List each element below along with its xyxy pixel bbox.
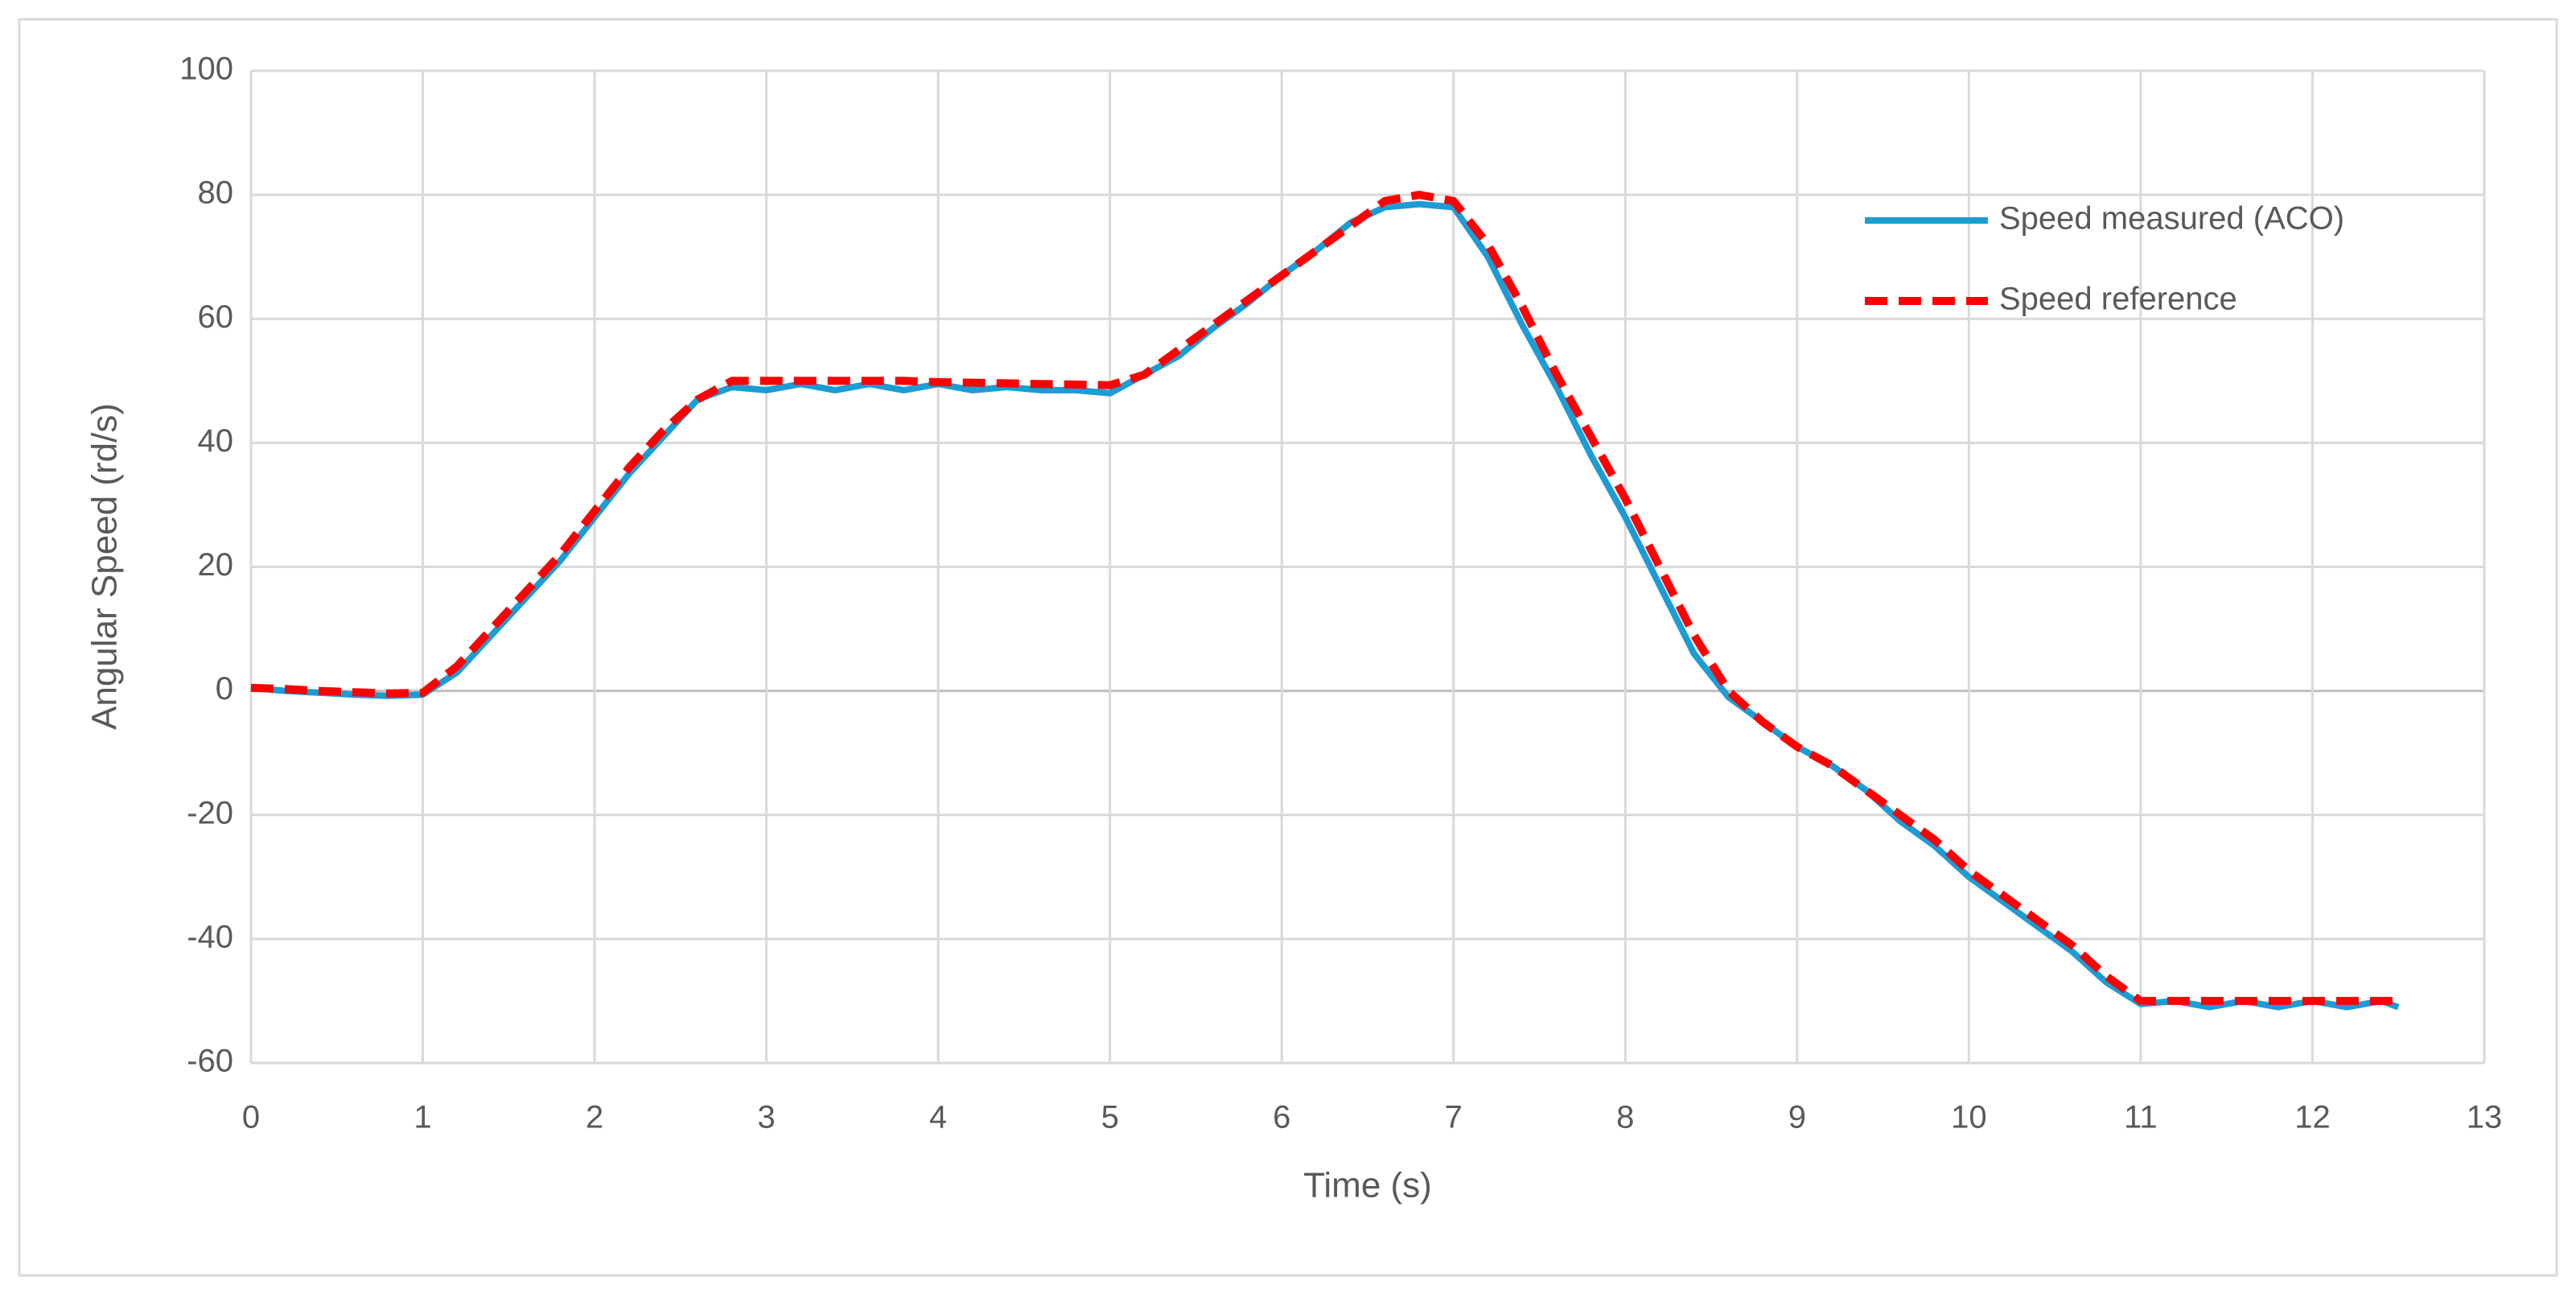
y-tick-label: 0 xyxy=(216,671,233,707)
x-tick-label: 9 xyxy=(1788,1100,1806,1135)
chart-border xyxy=(18,18,2558,1277)
x-tick-label: 5 xyxy=(1101,1100,1119,1135)
y-axis-label: Angular Speed (rd/s) xyxy=(85,403,125,730)
y-tick-label: 80 xyxy=(198,175,234,211)
legend-label: Speed reference xyxy=(1999,282,2237,317)
x-tick-label: 0 xyxy=(242,1100,260,1135)
x-tick-label: 12 xyxy=(2294,1100,2331,1135)
y-tick-label: 60 xyxy=(198,299,234,335)
y-tick-label: -20 xyxy=(187,795,233,830)
series-line xyxy=(250,191,2399,1005)
y-tick-label: -60 xyxy=(187,1044,233,1079)
y-tick-label: 100 xyxy=(179,51,233,87)
x-tick-label: 11 xyxy=(2124,1100,2158,1135)
x-tick-label: 2 xyxy=(586,1100,603,1135)
x-tick-label: 4 xyxy=(929,1100,947,1135)
x-tick-label: 8 xyxy=(1616,1100,1634,1135)
x-tick-label: 13 xyxy=(2467,1100,2503,1135)
legend-label: Speed measured (ACO) xyxy=(1999,201,2344,237)
x-tick-label: 10 xyxy=(1951,1100,1987,1135)
y-tick-label: 20 xyxy=(198,547,234,583)
x-tick-label: 7 xyxy=(1445,1100,1463,1135)
x-tick-label: 3 xyxy=(757,1100,775,1135)
x-tick-label: 1 xyxy=(414,1100,431,1135)
x-axis-label: Time (s) xyxy=(1303,1166,1432,1205)
x-tick-label: 6 xyxy=(1273,1100,1290,1135)
y-tick-label: -40 xyxy=(187,919,233,954)
y-tick-label: 40 xyxy=(198,423,234,459)
